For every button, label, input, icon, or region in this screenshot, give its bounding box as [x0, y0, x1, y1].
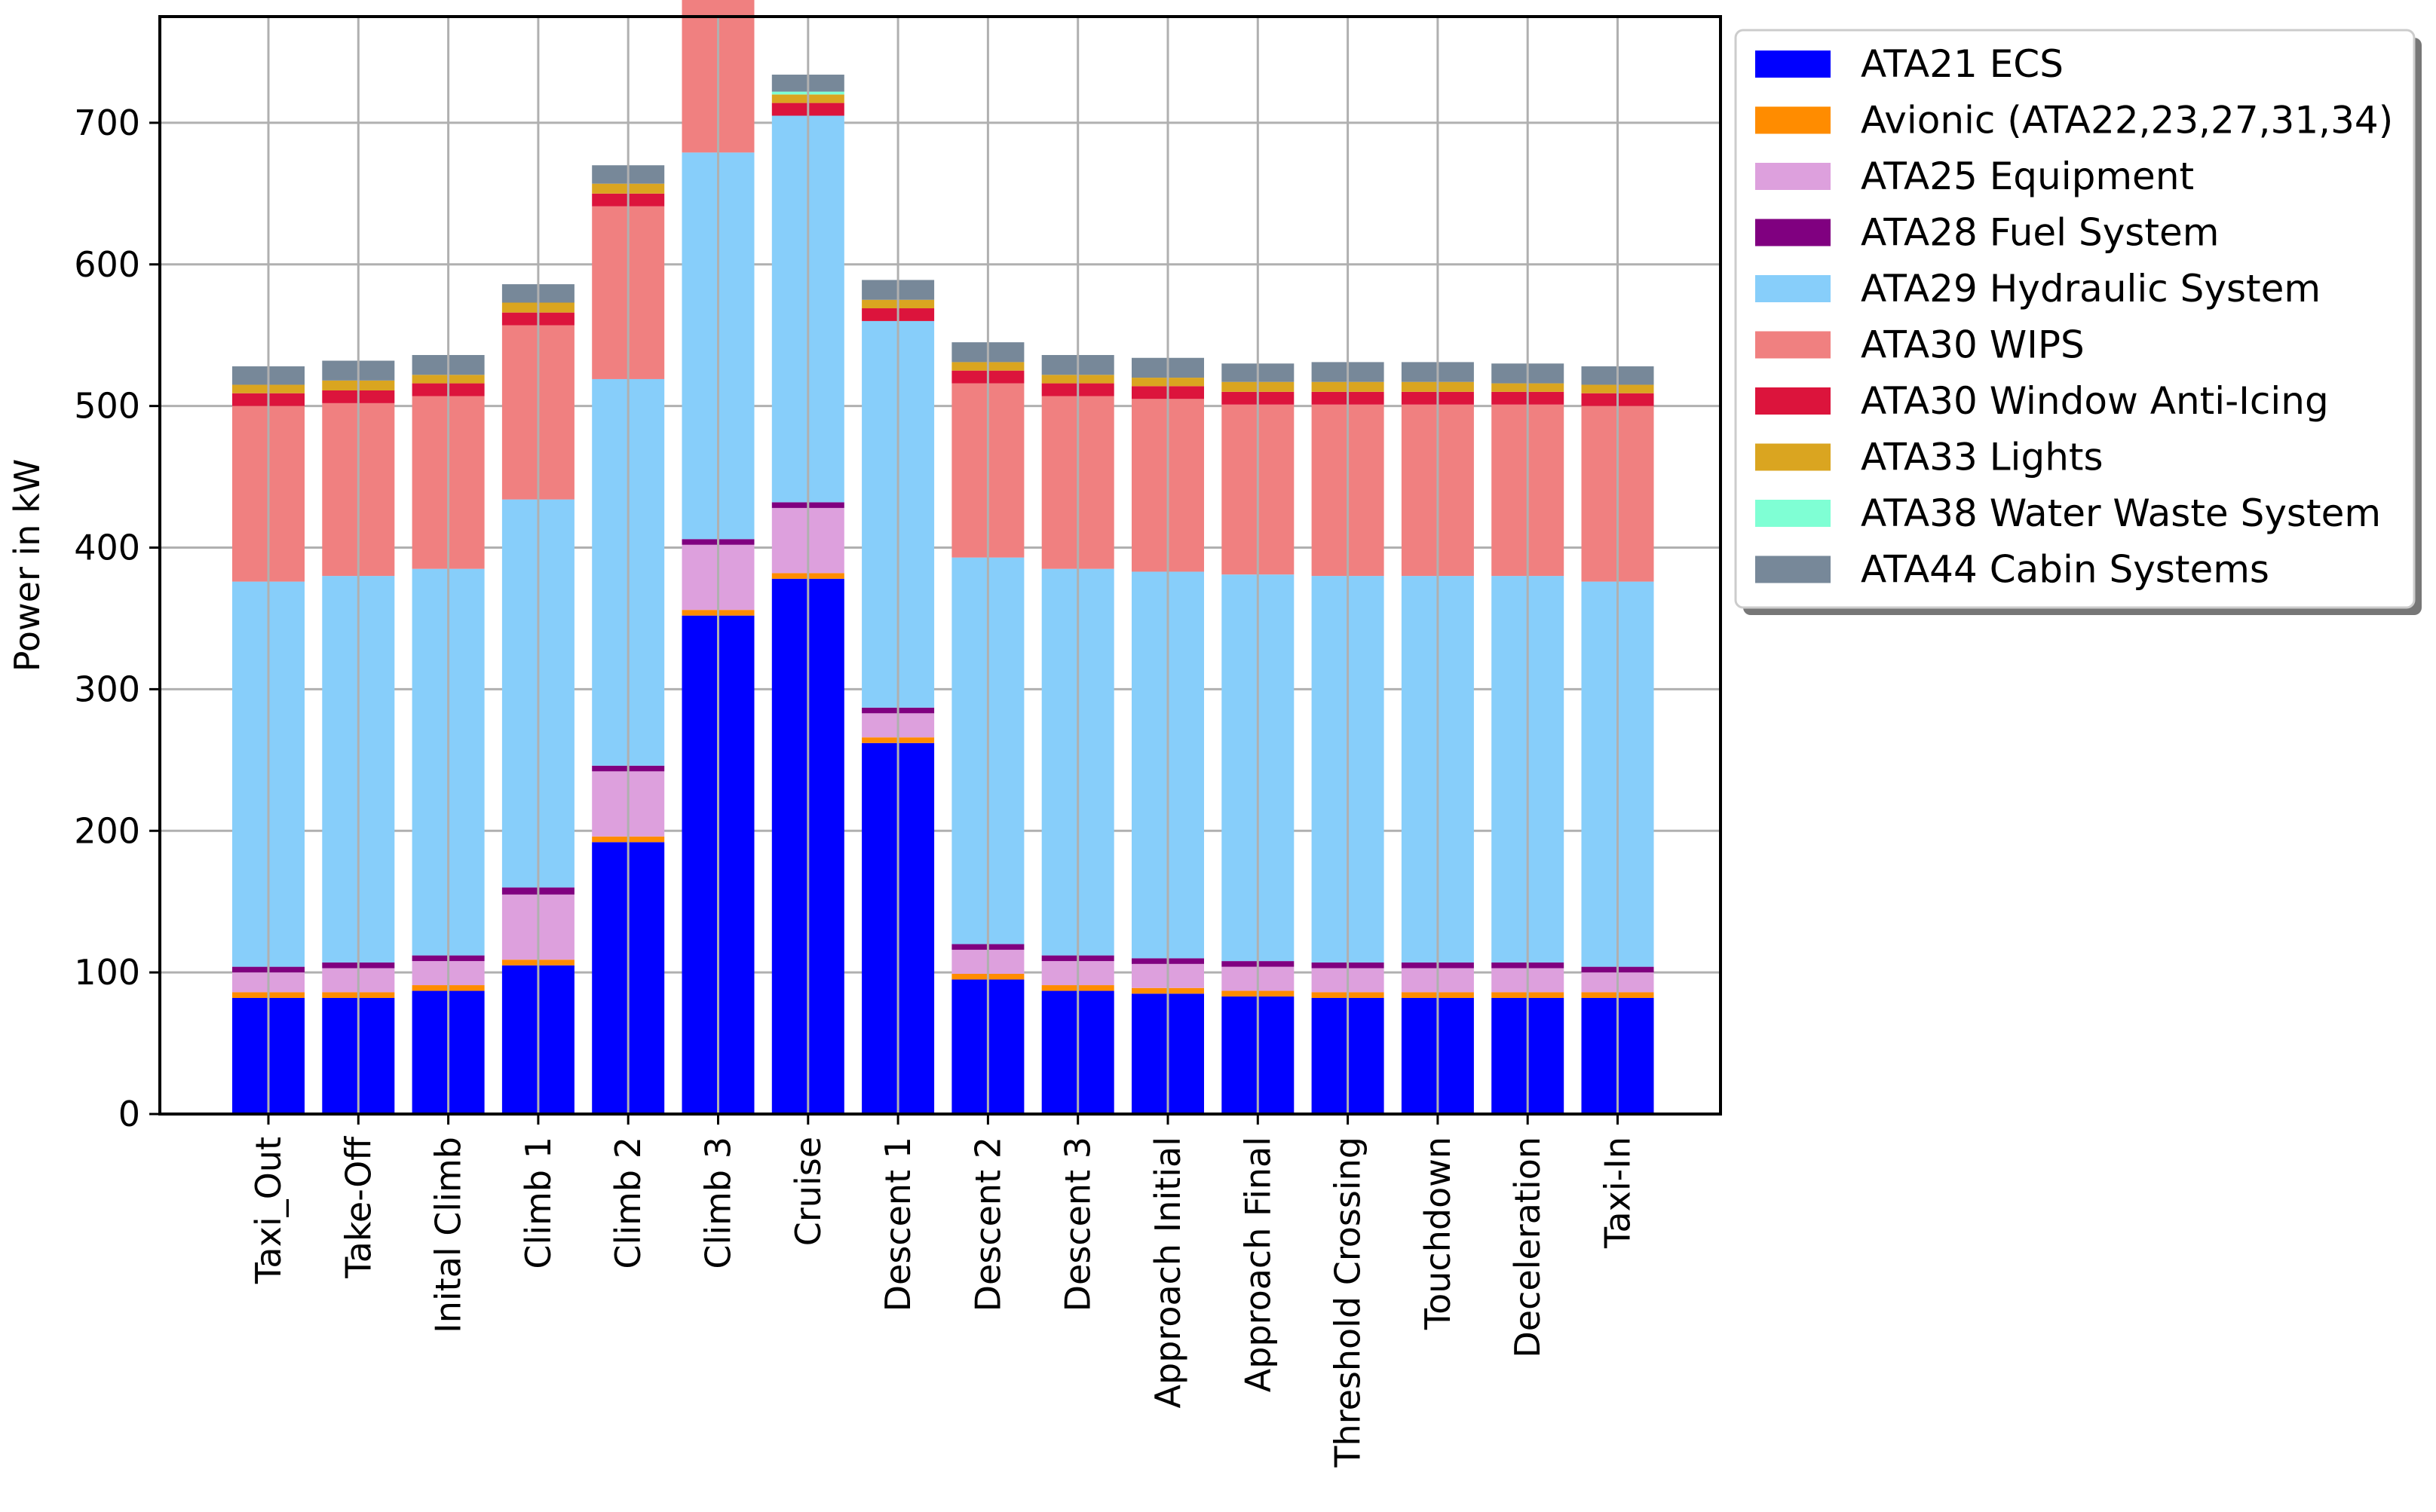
x-tick-label-climb-2: Climb 2	[608, 1137, 648, 1269]
y-tick-label-400: 400	[74, 528, 140, 568]
x-tick-label-approach-initial: Approach Initial	[1148, 1137, 1188, 1408]
legend-label-ata44-cabin-systems: ATA44 Cabin Systems	[1861, 548, 2269, 592]
legend-swatch-ata21-ecs	[1755, 51, 1831, 78]
legend-label-ata28-fuel-system: ATA28 Fuel System	[1861, 211, 2219, 255]
y-tick-label-100: 100	[74, 952, 140, 993]
x-axis: Taxi_Out Take-Off Inital Climb Climb 1 Climb…	[248, 1114, 1638, 1468]
legend-label-ata25-equipment: ATA25 Equipment	[1861, 155, 2194, 198]
legend-swatch-ata30-wips	[1755, 331, 1831, 359]
y-tick-label-200: 200	[74, 810, 140, 851]
y-tick-label-300: 300	[74, 669, 140, 709]
x-tick-label-climb-3: Climb 3	[698, 1137, 739, 1269]
x-tick-label-cruise: Cruise	[788, 1137, 829, 1246]
y-axis: 0 100 200 300 400 500 600 700	[74, 103, 160, 1134]
legend-swatch-ata38-water-waste-system	[1755, 500, 1831, 527]
x-tick-label-descent-1: Descent 1	[878, 1137, 918, 1312]
legend-label-ata38-water-waste-system: ATA38 Water Waste System	[1861, 491, 2381, 535]
legend-label-ata30-wips: ATA30 WIPS	[1861, 323, 2085, 367]
legend-box	[1734, 29, 2416, 609]
x-tick-label-taxi-out: Taxi_Out	[248, 1137, 289, 1284]
x-tick-label-approach-final: Approach Final	[1237, 1137, 1278, 1392]
legend-swatch-ata25-equipment	[1755, 163, 1831, 190]
legend-swatch-ata33-lights	[1755, 443, 1831, 471]
x-tick-label-taxi-in: Taxi-In	[1598, 1137, 1638, 1249]
legend-swatch-ata44-cabin-systems	[1755, 556, 1831, 583]
x-tick-label-take-off: Take-Off	[338, 1136, 378, 1279]
x-tick-label-climb-1: Climb 1	[518, 1137, 559, 1269]
legend-swatch-avionic-ata22-23-27-31-34	[1755, 106, 1831, 134]
y-axis-title: Power in kW	[7, 459, 47, 672]
legend-label-ata33-lights: ATA33 Lights	[1861, 436, 2104, 479]
y-tick-label-600: 600	[74, 244, 140, 285]
plot-frame	[158, 15, 1722, 1116]
x-tick-label-touchdown: Touchdown	[1417, 1137, 1458, 1330]
legend: ATA21 ECS Avionic (ATA22,23,27,31,34) ATA2…	[1734, 29, 2422, 615]
x-tick-label-threshold-crossing: Threshold Crossing	[1328, 1137, 1368, 1468]
legend-label-ata30-window-anti-icing: ATA30 Window Anti-Icing	[1861, 379, 2329, 423]
bars-layer	[232, 0, 1654, 1114]
vertical-grid-layer	[267, 17, 1619, 1114]
y-tick-label-700: 700	[74, 103, 140, 143]
legend-swatch-ata30-window-anti-icing	[1755, 387, 1831, 415]
legend-label-avionic-ata22-23-27-31-34: Avionic (ATA22,23,27,31,34)	[1861, 99, 2393, 142]
x-tick-label-descent-3: Descent 3	[1058, 1137, 1098, 1312]
legend-label-ata29-hydraulic-system: ATA29 Hydraulic System	[1861, 267, 2321, 311]
y-tick-label-0: 0	[118, 1094, 140, 1134]
x-tick-label-inital-climb: Inital Climb	[428, 1137, 469, 1333]
legend-swatch-ata29-hydraulic-system	[1755, 275, 1831, 302]
legend-label-ata21-ecs: ATA21 ECS	[1861, 42, 2064, 86]
x-tick-label-descent-2: Descent 2	[967, 1137, 1008, 1312]
y-tick-label-500: 500	[74, 386, 140, 427]
legend-swatch-ata28-fuel-system	[1755, 219, 1831, 246]
x-tick-label-deceleration: Deceleration	[1507, 1137, 1548, 1358]
